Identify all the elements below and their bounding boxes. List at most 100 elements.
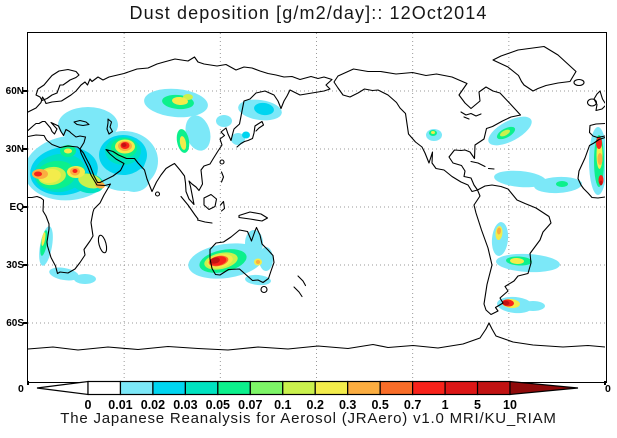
- dust-east-asia-gobi-china-japan: [185, 114, 210, 151]
- source-caption: The Japanese Reanalysis for Aerosol (JRA…: [60, 410, 557, 427]
- coastline-cuba-hispaniola: [469, 160, 495, 170]
- dust-southwest-usa: [430, 130, 435, 134]
- dust-west-africa-coast: [597, 152, 602, 165]
- dust-east-asia-gobi-china-japan: [179, 135, 186, 150]
- coastline-new-zealand: [292, 274, 306, 297]
- coastline-tasmania: [259, 285, 268, 293]
- colorbar-cell: [476, 380, 511, 396]
- dust-east-asia-gobi-china-japan: [171, 96, 188, 105]
- coastline-black-sea: [72, 119, 90, 126]
- dust-middle-east-iran-pakistan: [121, 142, 126, 147]
- coastline-taiwan: [218, 158, 225, 165]
- coastline-sumatra: [179, 195, 199, 220]
- coastline-north-america: [332, 67, 521, 192]
- colorbar: 0 0.01 0.02 0.03 0.05 0.07 0.1 0.2 0.3 0.5 0.7 1 5 10: [36, 380, 579, 412]
- lat-tick: [22, 322, 28, 324]
- coastline-java: [196, 218, 213, 224]
- coastline-antarctica: [27, 321, 605, 351]
- colorbar-label: 0.07: [238, 398, 262, 412]
- bottom-tick-left: [27, 381, 29, 385]
- coastline-iberia: [588, 122, 605, 138]
- map-frame: [26, 31, 607, 383]
- coastline-sri-lanka: [154, 190, 160, 197]
- lat-label-60n: 60N: [5, 85, 24, 97]
- coastline-australia: [208, 226, 275, 283]
- colorbar-cell: [152, 380, 186, 396]
- lat-tick: [22, 148, 28, 150]
- dust-north-africa-mediterranean: [33, 171, 42, 176]
- plot-title: Dust deposition [g/m2/day]:: 12Oct2014: [129, 3, 488, 23]
- colorbar-cell: [412, 380, 446, 396]
- colorbar-cell: [282, 380, 316, 396]
- dust-southern-africa-namibia: [73, 273, 96, 284]
- overflow-arrow: [509, 380, 579, 396]
- colorbar-cell: [314, 380, 349, 396]
- coastline-scandinavia: [34, 68, 80, 101]
- colorbar-label: 0.05: [206, 398, 230, 412]
- dust-north-atlantic-plume: [499, 129, 510, 136]
- coastline-philippines: [220, 170, 224, 183]
- colorbar-cell: [347, 380, 381, 396]
- lat-tick: [22, 264, 28, 266]
- lon-label-left: 0: [18, 383, 24, 395]
- dust-west-africa-coast: [599, 180, 602, 185]
- dust-south-america-andes-patagonia: [520, 300, 545, 311]
- coastline-west-africa: [576, 136, 605, 199]
- coastline-madagascar: [97, 234, 107, 253]
- colorbar-cell: [87, 380, 122, 396]
- colorbar-label: 10: [503, 398, 517, 412]
- colorbar-label: 1: [442, 398, 449, 412]
- coastline-caspian-sea: [105, 117, 113, 135]
- dust-north-africa-mediterranean: [72, 168, 77, 173]
- dust-east-asia-gobi-china-japan: [253, 102, 274, 115]
- colorbar-label: 0.02: [141, 398, 165, 412]
- coastline-new-guinea: [237, 210, 268, 222]
- dust-southern-africa-namibia: [41, 231, 45, 246]
- colorbar-label: 0.3: [339, 398, 356, 412]
- lon-label-right: 0: [605, 383, 611, 395]
- dust-east-asia-gobi-china-japan: [215, 114, 232, 127]
- colorbar-cell: [217, 380, 251, 396]
- colorbar-cell: [379, 380, 414, 396]
- coastline-japan: [235, 120, 264, 148]
- dust-tropical-atlantic-plume: [493, 170, 546, 187]
- dust-south-america-andes-patagonia: [496, 227, 501, 234]
- underflow-arrow: [36, 380, 89, 396]
- colorbar-label: 0.2: [307, 398, 324, 412]
- coastline-great-lakes: [459, 110, 482, 120]
- coastline-eurasia: [27, 55, 333, 205]
- coastline-africa: [27, 133, 111, 274]
- colorbar-label: 5: [474, 398, 481, 412]
- lat-label-eq: EQ: [9, 201, 24, 213]
- coastline-borneo: [202, 193, 217, 210]
- dust-east-asia-gobi-china-japan: [230, 132, 245, 145]
- dust-south-america-andes-patagonia: [502, 300, 509, 305]
- colorbar-cell: [184, 380, 219, 396]
- dust-north-africa-mediterranean: [63, 148, 72, 153]
- lat-tick: [22, 206, 28, 208]
- colorbar-label: 0: [85, 398, 92, 412]
- colorbar-label: 0.01: [108, 398, 132, 412]
- colorbar-cell: [119, 380, 154, 396]
- lat-label-60s: 60S: [6, 317, 24, 329]
- lat-label-30n: 30N: [5, 143, 24, 155]
- dust-tropical-atlantic-plume: [555, 180, 568, 187]
- coastline-greenland: [491, 45, 577, 92]
- coastline-ireland: [586, 97, 597, 107]
- dust-australia: [255, 259, 260, 264]
- bottom-tick-right: [604, 381, 606, 385]
- dust-middle-east-iran-pakistan: [139, 148, 146, 169]
- lat-tick: [22, 90, 28, 92]
- dust-australia: [258, 246, 273, 271]
- colorbar-label: 0.1: [274, 398, 291, 412]
- coastline-south-america: [472, 183, 552, 315]
- colorbar-cell: [444, 380, 479, 396]
- dust-australia: [209, 256, 220, 264]
- dust-south-america-andes-patagonia: [509, 257, 524, 264]
- lat-label-30s: 30S: [6, 259, 24, 271]
- colorbar-label: 0.7: [404, 398, 421, 412]
- colorbar-label: 0.03: [173, 398, 197, 412]
- dust-east-asia-gobi-china-japan: [241, 131, 250, 138]
- map-canvas: [27, 32, 605, 381]
